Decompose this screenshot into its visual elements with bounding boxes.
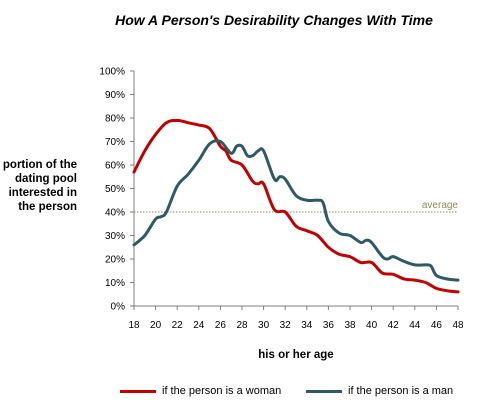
y-axis-label-line-3: interested in [8,187,77,199]
legend-item-woman: if the person is a woman [120,385,281,397]
x-tick-label: 20 [150,320,162,331]
x-tick-label: 24 [193,320,205,331]
y-tick-label: 90% [105,90,125,101]
x-tick-label: 44 [409,320,421,331]
y-axis-label-line-2: dating pool [15,173,77,185]
x-tick-label: 38 [344,320,356,331]
reference-line-group: average [134,200,459,213]
legend-swatch-man [306,389,342,393]
y-tick-label: 0% [111,302,126,313]
y-tick-label: 10% [105,278,125,289]
legend-label-man: if the person is a man [348,385,454,397]
x-tick-label: 22 [172,320,184,331]
x-tick-label: 40 [366,320,378,331]
y-tick-label: 100% [99,67,125,78]
y-tick-label: 30% [105,231,125,242]
y-axis-label: portion of the dating pool interested in… [0,158,77,214]
y-tick-label: 80% [105,114,125,125]
y-tick-label: 70% [105,137,125,148]
chart-title: How A Person's Desirability Changes With… [115,12,433,28]
x-tick-label: 28 [236,320,248,331]
x-tick-label: 36 [323,320,335,331]
y-tick-label: 50% [105,184,125,195]
legend: if the person is a woman if the person i… [0,385,478,401]
series-layer [132,118,460,294]
legend-label-woman: if the person is a woman [162,385,282,397]
series-line-woman [132,118,460,294]
y-axis-label-line-1: portion of the [2,159,77,171]
x-tick-label: 34 [301,320,313,331]
x-tick-label: 18 [128,320,140,331]
y-tick-label: 40% [105,208,125,219]
x-tick-label: 32 [280,320,292,331]
x-axis-label: his or her age [258,349,334,361]
axes: 0% 10% 20% 30% 40% 50% 60% 70% 80% 90% 100% 18 20 22 2… [99,67,464,332]
x-tick-label: 42 [388,320,400,331]
x-tick-label: 30 [258,320,270,331]
legend-item-man: if the person is a man [306,385,453,397]
y-axis-label-line-4: the person [18,201,77,213]
y-tick-label: 20% [105,255,125,266]
legend-swatch-woman [120,389,156,393]
x-tick-label: 46 [431,320,443,331]
y-tick-label: 60% [105,161,125,172]
average-label: average [422,200,459,211]
x-tick-label: 26 [215,320,227,331]
x-tick-label: 48 [452,320,464,331]
series-line-man [132,139,460,282]
